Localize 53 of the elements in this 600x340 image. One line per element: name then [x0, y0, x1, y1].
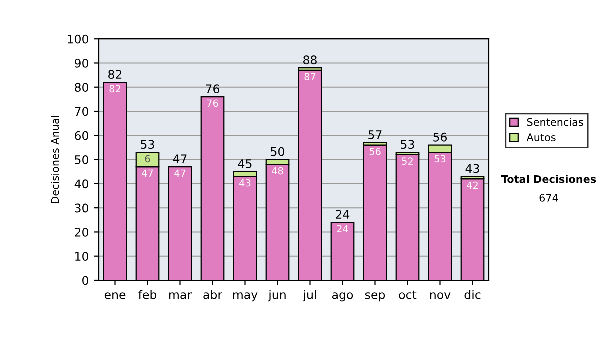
- data-label: 53: [434, 155, 446, 163]
- total-label: 53: [141, 140, 154, 150]
- total-label: 43: [466, 164, 480, 174]
- data-label: 76: [207, 100, 218, 108]
- y-tick-label: 50: [75, 156, 88, 164]
- y-tick-label: 70: [75, 107, 88, 116]
- y-tick-label: 30: [75, 204, 88, 213]
- total-label: 57: [368, 130, 382, 140]
- data-label: 24: [337, 225, 348, 232]
- y-axis-title: Decisiones Anual: [51, 116, 60, 204]
- x-tick-label: may: [233, 292, 258, 302]
- y-tick-label: 60: [75, 131, 88, 140]
- data-label: 82: [110, 85, 120, 93]
- total-label: 56: [434, 132, 448, 142]
- x-tick-label: nov: [430, 292, 451, 300]
- text: 674: [540, 194, 558, 202]
- x-tick-label: sep: [365, 292, 386, 302]
- total-label: 24: [336, 210, 350, 219]
- y-tick-label: 20: [75, 228, 88, 237]
- x-tick-label: ene: [104, 292, 126, 300]
- total-label: 88: [304, 56, 317, 65]
- data-label: 6: [145, 155, 150, 163]
- total-label: 76: [206, 84, 220, 94]
- x-tick-label: jun: [268, 290, 286, 302]
- text: Total Decisiones: [501, 175, 596, 184]
- data-label: 42: [467, 182, 478, 190]
- x-tick-label: dic: [464, 290, 481, 300]
- x-tick-label: abr: [204, 290, 223, 300]
- y-tick-label: 10: [76, 252, 88, 262]
- x-tick-label: feb: [138, 290, 157, 300]
- total-label: 53: [401, 140, 414, 150]
- x-tick-label: mar: [170, 292, 192, 300]
- legend-label: Autos: [526, 134, 556, 142]
- y-tick-label: 0: [82, 276, 88, 286]
- data-label: 87: [304, 73, 316, 81]
- y-tick-label: 100: [68, 34, 88, 44]
- legend-label: Sentencias: [527, 118, 584, 126]
- total-label: 45: [238, 160, 252, 168]
- data-label: 47: [142, 170, 154, 177]
- total-label: 47: [173, 154, 187, 164]
- data-label: 48: [272, 167, 284, 175]
- y-tick-label: 80: [75, 83, 88, 92]
- data-label: 52: [402, 158, 413, 166]
- y-tick-label: 90: [75, 58, 88, 68]
- data-label: 47: [174, 170, 186, 177]
- x-tick-label: ago: [332, 292, 354, 302]
- total-label: 50: [271, 147, 284, 156]
- total-label: 82: [108, 70, 122, 80]
- y-tick-label: 40: [74, 180, 88, 189]
- x-tick-label: jul: [303, 290, 316, 302]
- x-tick-label: oct: [399, 290, 417, 300]
- data-label: 43: [240, 179, 251, 187]
- data-label: 56: [370, 148, 381, 156]
